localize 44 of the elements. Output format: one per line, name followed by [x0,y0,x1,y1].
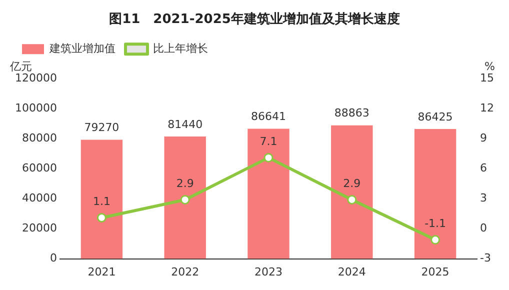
data-label: 1.1 [92,195,110,208]
data-label: 79270 [84,121,120,134]
y-tick-label: 60000 [22,162,57,175]
x-tick-label: 2025 [421,265,450,278]
x-tick-label: 2024 [338,265,366,278]
y2-axis-title: % [484,60,495,73]
y-tick-label: 0 [50,252,57,265]
bar [80,140,123,259]
bar [414,129,456,259]
y-tick-label: 100000 [14,101,57,114]
y-tick-label: 120000 [14,71,57,84]
x-tick-label: 2021 [88,265,116,278]
y-axis-title: 亿元 [9,60,32,73]
point [96,213,106,223]
y2-tick-label: 3 [480,192,488,205]
y2-tick-label: 12 [480,101,494,114]
point [264,152,274,162]
y2-tick-label: -3 [480,252,491,265]
data-label: 88863 [334,106,370,120]
legend-label: 建筑业增加值 [48,42,116,55]
bar [248,128,290,259]
y2-tick-label: 15 [480,71,494,84]
y2-tick-label: 9 [480,132,488,145]
x-tick-label: 2023 [254,265,282,278]
y2-tick-label: 0 [480,222,488,235]
x-tick-label: 2022 [171,265,200,278]
data-label: 2.9 [176,177,194,190]
y-tick-label: 20000 [22,222,57,235]
y2-tick-label: 6 [480,162,488,175]
data-label: 81440 [168,118,203,131]
data-label: 86425 [418,110,453,124]
legend-label: 比上年增长 [153,42,208,55]
point [347,194,357,204]
y-tick-label: 40000 [22,192,57,205]
point [430,235,440,245]
chart-title: 图11 2021-2025年建筑业增加值及其增长速度 [109,11,400,28]
data-label: 2.9 [343,177,361,190]
bar [331,125,373,259]
point [180,194,190,204]
data-label: -1.1 [424,217,446,230]
data-label: 86641 [250,110,286,124]
data-label: 7.1 [260,135,278,148]
bar [164,136,206,259]
y-tick-label: 80000 [22,132,57,145]
